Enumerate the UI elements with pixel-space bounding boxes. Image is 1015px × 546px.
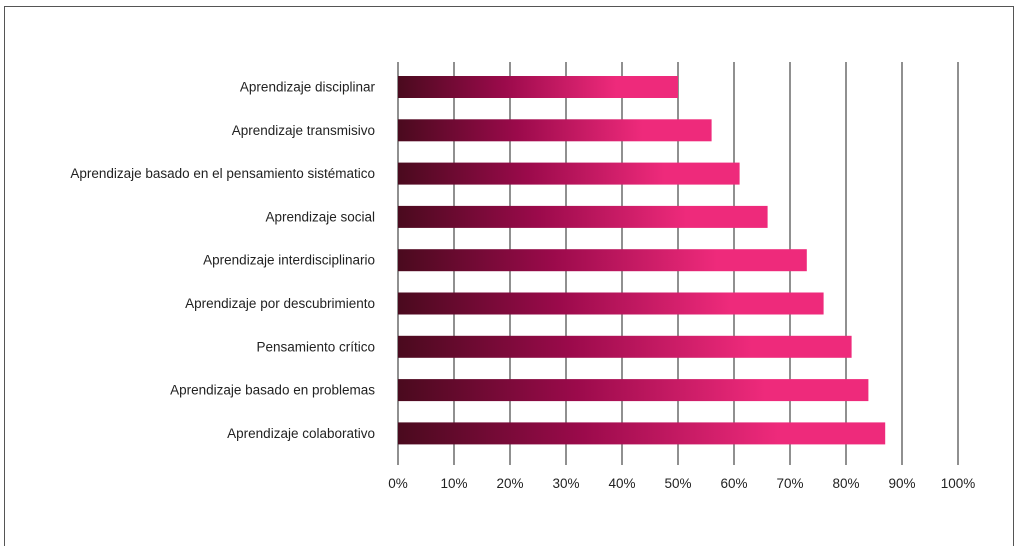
- chart-frame: [4, 6, 1014, 546]
- category-labels: Aprendizaje disciplinar Aprendizaje trans…: [70, 80, 375, 441]
- x-tick-label-10: 10%: [440, 476, 467, 491]
- bar-6: [398, 292, 824, 315]
- bar-2: [398, 119, 712, 142]
- category-label-9: Aprendizaje colaborativo: [227, 426, 375, 441]
- category-label-2: Aprendizaje transmisivo: [232, 123, 375, 138]
- bar-1: [398, 76, 678, 98]
- category-label-4: Aprendizaje social: [265, 209, 375, 224]
- x-tick-label-60: 60%: [720, 476, 747, 491]
- x-tick-label-40: 40%: [608, 476, 635, 491]
- x-tick-label-50: 50%: [664, 476, 691, 491]
- category-label-8: Aprendizaje basado en problemas: [170, 383, 375, 398]
- x-tick-label-0: 0%: [388, 476, 408, 491]
- x-tick-label-100: 100%: [941, 476, 976, 491]
- x-axis-ticks: 0% 10% 20% 30% 40% 50% 60% 70% 80% 90% 100%: [388, 476, 975, 491]
- bar-4: [398, 205, 768, 228]
- x-tick-label-30: 30%: [552, 476, 579, 491]
- bar-5: [398, 249, 807, 272]
- x-tick-label-90: 90%: [888, 476, 915, 491]
- category-label-3: Aprendizaje basado en el pensamiento sis…: [70, 166, 375, 181]
- x-tick-label-20: 20%: [496, 476, 523, 491]
- horizontal-bar-chart: Aprendizaje disciplinar Aprendizaje trans…: [70, 62, 975, 491]
- bar-3: [398, 162, 740, 185]
- bar-9: [398, 422, 886, 445]
- category-label-7: Pensamiento crítico: [256, 339, 375, 354]
- bar-7: [398, 335, 852, 358]
- category-label-1: Aprendizaje disciplinar: [240, 80, 376, 95]
- x-tick-label-80: 80%: [832, 476, 859, 491]
- category-label-6: Aprendizaje por descubrimiento: [185, 296, 375, 311]
- category-label-5: Aprendizaje interdisciplinario: [203, 253, 375, 268]
- bars: [398, 76, 886, 445]
- x-tick-label-70: 70%: [776, 476, 803, 491]
- bar-8: [398, 379, 869, 402]
